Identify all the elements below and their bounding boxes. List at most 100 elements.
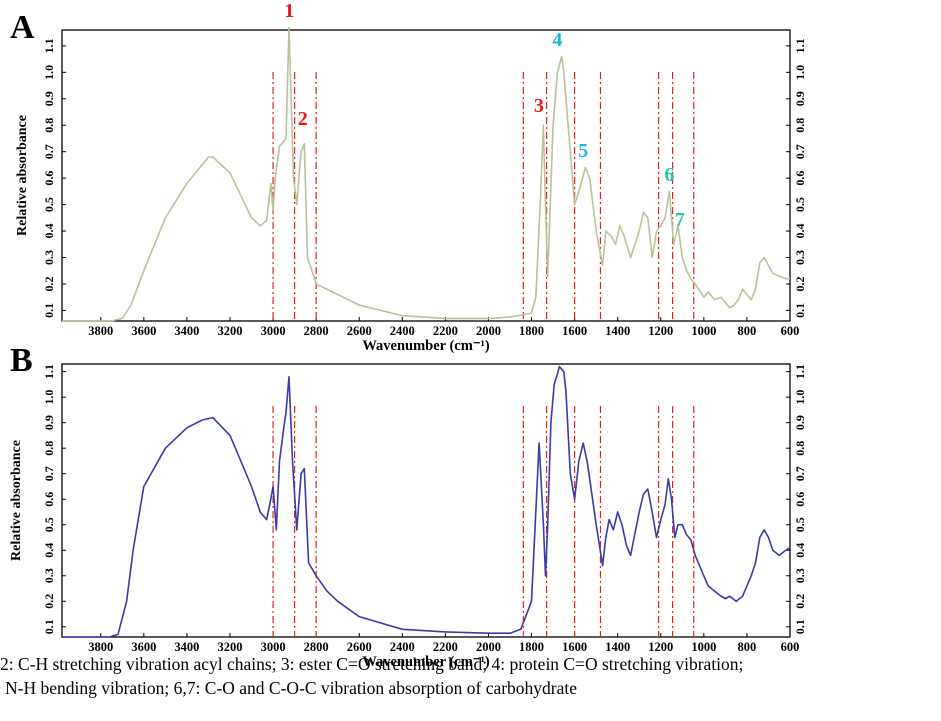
x-tick-label: 3800 bbox=[88, 324, 113, 338]
peak-annotation: 2 bbox=[298, 108, 308, 130]
peak-annotation: 1 bbox=[284, 0, 294, 22]
y-tick-label-right: 1.0 bbox=[793, 390, 807, 405]
x-tick-label: 1400 bbox=[605, 640, 630, 654]
y-tick-label-right: 0.4 bbox=[793, 543, 807, 558]
x-tick-label: 3800 bbox=[88, 640, 113, 654]
y-tick-label-left: 1.0 bbox=[42, 65, 56, 80]
x-tick-label: 2000 bbox=[476, 640, 501, 654]
peak-annotation: 6 bbox=[664, 164, 674, 186]
y-tick-label-left: 0.1 bbox=[42, 303, 56, 318]
y-tick-label-left: 0.3 bbox=[42, 250, 56, 265]
y-tick-label-right: 0.4 bbox=[793, 224, 807, 239]
y-tick-label-left: 0.6 bbox=[42, 171, 56, 186]
y-tick-label-right: 0.9 bbox=[793, 415, 807, 430]
y-tick-label-left: 0.2 bbox=[42, 594, 56, 609]
plot-frame bbox=[61, 363, 791, 638]
y-tick-label-left: 0.2 bbox=[42, 276, 56, 291]
y-tick-label-left: 0.9 bbox=[42, 415, 56, 430]
peak-annotation: 4 bbox=[552, 29, 562, 51]
y-tick-label-right: 0.3 bbox=[793, 250, 807, 265]
x-tick-label: 3200 bbox=[218, 640, 243, 654]
y-tick-label-right: 0.1 bbox=[793, 619, 807, 634]
x-tick-label: 2000 bbox=[476, 324, 501, 338]
x-tick-label: 3200 bbox=[218, 324, 243, 338]
y-axis-label: Relative absorbance bbox=[9, 440, 24, 561]
x-tick-label: 3000 bbox=[261, 324, 286, 338]
y-tick-label-right: 1.0 bbox=[793, 65, 807, 80]
panel-b: 3800 3600 3400 3200 3000 2800 2600 2400 2200 2000… bbox=[9, 342, 807, 670]
y-axis-label: Relative absorbance bbox=[15, 115, 30, 236]
y-tick-label-right: 0.2 bbox=[793, 276, 807, 291]
y-tick-label-right: 1.1 bbox=[793, 364, 807, 379]
y-tick-label-left: 0.9 bbox=[42, 91, 56, 106]
x-tick-label: 2600 bbox=[347, 640, 372, 654]
x-tick-label: 2800 bbox=[304, 640, 329, 654]
y-tick-label-left: 0.5 bbox=[42, 197, 56, 212]
y-tick-label-right: 0.1 bbox=[793, 303, 807, 318]
x-tick-label: 1000 bbox=[691, 324, 716, 338]
y-tick-label-right: 0.5 bbox=[793, 517, 807, 532]
y-tick-label-left: 0.3 bbox=[42, 568, 56, 583]
x-tick-label: 800 bbox=[738, 324, 757, 338]
x-tick-label: 3600 bbox=[131, 324, 156, 338]
x-tick-label: 2600 bbox=[347, 324, 372, 338]
x-tick-label: 1000 bbox=[691, 640, 716, 654]
spectrum-line bbox=[62, 365, 791, 638]
x-tick-label: 2400 bbox=[390, 324, 415, 338]
y-tick-label-right: 0.5 bbox=[793, 197, 807, 212]
y-tick-label-left: 0.6 bbox=[42, 492, 56, 507]
y-tick-label-right: 0.9 bbox=[793, 91, 807, 106]
panel-label: A bbox=[10, 9, 35, 46]
y-tick-label-right: 0.7 bbox=[793, 466, 807, 481]
y-tick-label-right: 0.6 bbox=[793, 171, 807, 186]
y-tick-label-left: 0.7 bbox=[42, 144, 56, 159]
y-tick-label-left: 0.4 bbox=[42, 543, 56, 558]
y-tick-label-left: 0.8 bbox=[42, 441, 56, 456]
x-axis-label: Wavenumber (cm⁻¹) bbox=[362, 654, 489, 670]
caption-line-2: N-H bending vibration; 6,7: C-O and C-O-… bbox=[5, 678, 578, 698]
plot-frame bbox=[61, 29, 791, 322]
caption-line-1: 2: C-H stretching vibration acyl chains;… bbox=[0, 654, 744, 674]
peak-annotation: 7 bbox=[675, 209, 685, 231]
x-tick-label: 800 bbox=[738, 640, 757, 654]
x-tick-label: 3400 bbox=[174, 324, 199, 338]
x-tick-label: 1200 bbox=[648, 324, 673, 338]
y-tick-label-right: 0.8 bbox=[793, 441, 807, 456]
x-tick-label: 3600 bbox=[131, 640, 156, 654]
x-tick-label: 1600 bbox=[562, 324, 587, 338]
panel-label: B bbox=[10, 342, 33, 379]
y-tick-label-left: 1.1 bbox=[42, 38, 56, 53]
y-tick-label-left: 0.5 bbox=[42, 517, 56, 532]
y-tick-label-right: 1.1 bbox=[793, 38, 807, 53]
x-tick-label: 1800 bbox=[519, 324, 544, 338]
x-tick-label: 2200 bbox=[433, 640, 458, 654]
x-tick-label: 1800 bbox=[519, 640, 544, 654]
peak-annotation: 3 bbox=[534, 95, 544, 117]
y-tick-label-left: 0.1 bbox=[42, 619, 56, 634]
x-tick-label: 1600 bbox=[562, 640, 587, 654]
x-tick-label: 2800 bbox=[304, 324, 329, 338]
ftir-figure: 3800 3600 3400 3200 3000 2800 2600 2400 2200 2000… bbox=[9, 0, 807, 670]
x-tick-label: 2400 bbox=[390, 640, 415, 654]
x-axis-label: Wavenumber (cm⁻¹) bbox=[362, 338, 489, 354]
x-tick-label: 1400 bbox=[605, 324, 630, 338]
y-tick-label-left: 0.4 bbox=[42, 224, 56, 239]
y-tick-label-right: 0.6 bbox=[793, 492, 807, 507]
panel-a: 3800 3600 3400 3200 3000 2800 2600 2400 2200 2000… bbox=[10, 0, 807, 354]
y-tick-label-left: 0.8 bbox=[42, 118, 56, 133]
x-tick-label: 3400 bbox=[174, 640, 199, 654]
peak-annotation: 5 bbox=[578, 140, 588, 162]
y-tick-label-left: 1.0 bbox=[42, 390, 56, 405]
y-tick-label-right: 0.7 bbox=[793, 144, 807, 159]
x-tick-label: 2200 bbox=[433, 324, 458, 338]
y-tick-label-right: 0.2 bbox=[793, 594, 807, 609]
x-tick-label: 1200 bbox=[648, 640, 673, 654]
y-tick-label-left: 1.1 bbox=[42, 364, 56, 379]
x-tick-label: 3000 bbox=[261, 640, 286, 654]
y-tick-label-right: 0.3 bbox=[793, 568, 807, 583]
y-tick-label-right: 0.8 bbox=[793, 118, 807, 133]
y-tick-label-left: 0.7 bbox=[42, 466, 56, 481]
spectrum-line bbox=[62, 26, 790, 322]
x-tick-label: 600 bbox=[781, 640, 800, 654]
x-tick-label: 600 bbox=[781, 324, 800, 338]
